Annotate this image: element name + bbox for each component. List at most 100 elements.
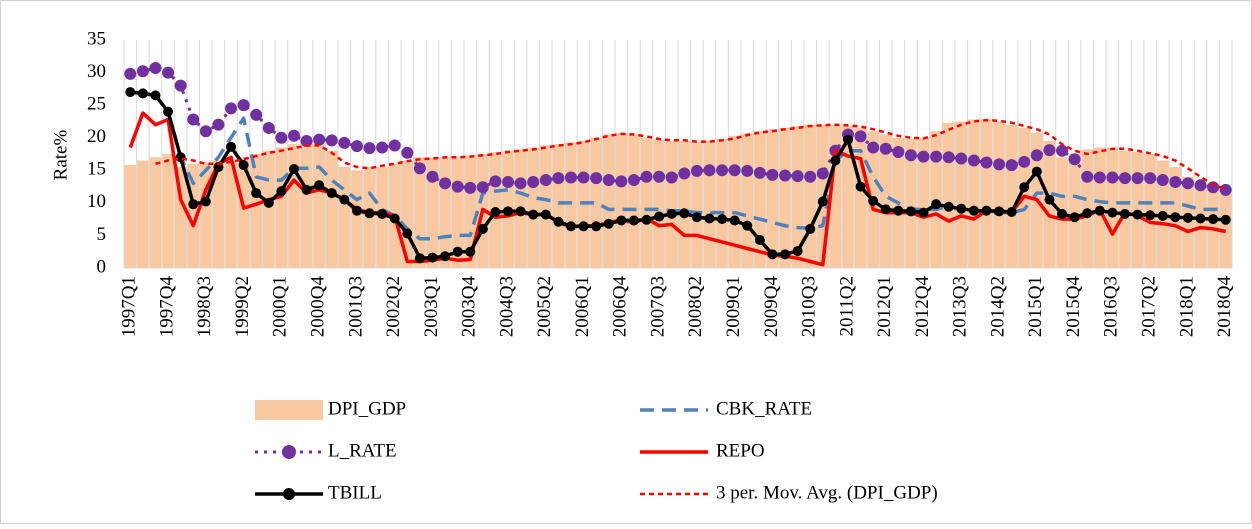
marker: [515, 206, 526, 217]
bar: [968, 119, 980, 268]
bar: [766, 129, 779, 268]
marker: [402, 228, 413, 239]
bar: [791, 125, 804, 268]
marker: [993, 158, 1006, 171]
marker: [552, 172, 565, 185]
marker: [414, 253, 425, 264]
bar: [754, 131, 766, 268]
marker: [955, 152, 968, 165]
bar: [263, 150, 275, 268]
marker: [364, 208, 375, 219]
marker: [175, 152, 186, 163]
x-tick-label: 2002Q2: [383, 276, 404, 337]
marker: [1031, 166, 1042, 177]
marker: [767, 249, 778, 260]
line-series: [155, 118, 1227, 191]
marker: [1081, 170, 1094, 183]
marker: [603, 218, 614, 229]
legend-label: DPI_GDP: [328, 398, 406, 419]
y-axis-label: Rate%: [50, 130, 71, 181]
marker: [174, 79, 187, 92]
marker: [729, 215, 740, 226]
marker: [1119, 208, 1130, 219]
bar: [401, 160, 414, 268]
bar: [451, 157, 464, 268]
marker: [1131, 172, 1144, 185]
bar: [527, 147, 539, 268]
bar: [124, 165, 137, 268]
marker: [753, 166, 766, 179]
x-tick-label: 2012Q1: [874, 276, 895, 337]
marker: [137, 88, 148, 99]
bar: [879, 134, 892, 268]
bar: [137, 160, 149, 268]
x-tick-label: 1999Q2: [232, 276, 253, 337]
marker: [188, 199, 199, 210]
marker: [490, 206, 501, 217]
bar: [602, 134, 615, 268]
marker: [742, 220, 753, 231]
bar: [187, 163, 200, 268]
x-tick-label: 2013Q3: [950, 276, 971, 337]
marker: [502, 176, 515, 189]
marker: [981, 205, 992, 216]
marker: [440, 251, 451, 262]
marker: [716, 164, 729, 177]
bar: [300, 140, 313, 268]
marker: [703, 164, 716, 177]
x-tick-label: 1997Q1: [119, 276, 140, 337]
marker: [539, 174, 552, 187]
bar: [905, 139, 917, 268]
bar: [426, 157, 439, 268]
marker: [754, 234, 765, 245]
marker: [163, 106, 174, 117]
y-tick-label: 30: [87, 61, 106, 82]
marker: [212, 118, 225, 131]
marker: [325, 134, 338, 147]
y-tick-label: 15: [87, 159, 106, 180]
y-tick-label: 10: [87, 191, 106, 212]
line-series: [130, 90, 1226, 260]
bar: [439, 157, 451, 268]
marker: [476, 181, 489, 194]
bar: [842, 125, 854, 268]
marker: [238, 160, 249, 171]
marker: [363, 142, 376, 155]
x-tick-label: 2017Q2: [1139, 276, 1160, 337]
marker: [187, 113, 200, 126]
marker: [791, 170, 804, 183]
x-tick-label: 2007Q3: [647, 276, 668, 337]
marker: [564, 171, 577, 184]
marker: [728, 164, 741, 177]
y-tick-label: 35: [87, 28, 106, 49]
marker: [199, 125, 212, 138]
bar: [1005, 124, 1018, 268]
marker: [1068, 153, 1081, 166]
marker: [816, 167, 829, 180]
x-tick-label: 2005Q2: [534, 276, 555, 337]
marker: [1145, 210, 1156, 221]
marker: [930, 150, 943, 163]
marker: [1006, 206, 1017, 217]
bar: [590, 137, 602, 268]
bar: [628, 134, 640, 268]
bar: [615, 133, 628, 268]
marker: [602, 174, 615, 187]
marker: [879, 142, 892, 155]
bar: [678, 140, 691, 268]
marker: [262, 121, 275, 134]
marker: [967, 154, 980, 167]
x-tick-label: 2000Q1: [270, 276, 291, 337]
marker: [225, 102, 238, 115]
marker: [528, 209, 539, 220]
bar: [325, 150, 338, 268]
marker: [1106, 171, 1119, 184]
bar: [640, 137, 653, 268]
marker: [477, 223, 488, 234]
marker: [678, 167, 691, 180]
line-series: [128, 111, 1227, 267]
marker: [401, 146, 414, 159]
bar: [716, 139, 728, 268]
marker: [653, 170, 666, 183]
marker: [577, 171, 590, 184]
